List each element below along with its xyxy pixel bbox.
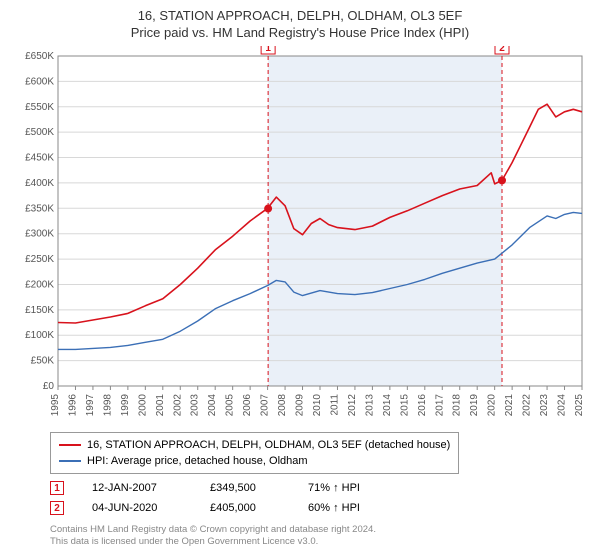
svg-text:2021: 2021 [504, 394, 515, 417]
svg-text:£650K: £650K [25, 51, 54, 62]
legend-swatch [59, 460, 81, 462]
svg-text:2022: 2022 [522, 394, 533, 417]
svg-text:2008: 2008 [277, 394, 288, 417]
svg-text:2025: 2025 [574, 394, 585, 417]
svg-text:2024: 2024 [557, 394, 568, 417]
svg-text:£0: £0 [43, 381, 55, 392]
marker-date: 04-JUN-2020 [92, 502, 182, 514]
svg-text:2006: 2006 [242, 394, 253, 417]
svg-text:2020: 2020 [487, 394, 498, 417]
title-block: 16, STATION APPROACH, DELPH, OLDHAM, OL3… [10, 8, 590, 40]
svg-text:2004: 2004 [207, 394, 218, 417]
svg-text:£600K: £600K [25, 76, 54, 87]
legend-swatch [59, 444, 81, 446]
chart-container: 16, STATION APPROACH, DELPH, OLDHAM, OL3… [0, 0, 600, 560]
marker-table: 1 12-JAN-2007 £349,500 71% ↑ HPI 2 04-JUN-202… [50, 478, 590, 518]
svg-text:2015: 2015 [399, 394, 410, 417]
svg-text:2009: 2009 [295, 394, 306, 417]
svg-text:1996: 1996 [67, 394, 78, 417]
line-chart-svg: £0 £50K £100K £150K £200K £250K £300K £350K £400… [10, 46, 590, 426]
legend-row: HPI: Average price, detached house, Oldh… [59, 453, 450, 469]
svg-text:2016: 2016 [417, 394, 428, 417]
svg-text:£500K: £500K [25, 127, 54, 138]
svg-text:1997: 1997 [85, 394, 96, 417]
svg-text:1995: 1995 [50, 394, 61, 417]
svg-text:2017: 2017 [434, 394, 445, 417]
marker-id-box: 2 [50, 501, 64, 515]
svg-text:2014: 2014 [382, 394, 393, 417]
marker-price: £405,000 [210, 502, 280, 514]
footer-line-1: Contains HM Land Registry data © Crown c… [50, 524, 590, 536]
legend-label: HPI: Average price, detached house, Oldh… [87, 455, 308, 467]
svg-text:2012: 2012 [347, 394, 358, 417]
svg-text:2010: 2010 [312, 394, 323, 417]
svg-text:2018: 2018 [452, 394, 463, 417]
chart-area: £0 £50K £100K £150K £200K £250K £300K £350K £400… [10, 46, 590, 426]
svg-text:£100K: £100K [25, 330, 54, 341]
svg-text:2002: 2002 [172, 394, 183, 417]
svg-text:2005: 2005 [225, 394, 236, 417]
svg-text:2000: 2000 [137, 394, 148, 417]
svg-text:£300K: £300K [25, 229, 54, 240]
marker-id-box: 1 [50, 481, 64, 495]
marker-price: £349,500 [210, 482, 280, 494]
svg-text:1999: 1999 [120, 394, 131, 417]
marker-hpi: 71% ↑ HPI [308, 482, 360, 494]
legend-row: 16, STATION APPROACH, DELPH, OLDHAM, OL3… [59, 437, 450, 453]
svg-text:2001: 2001 [155, 394, 166, 417]
marker-row: 2 04-JUN-2020 £405,000 60% ↑ HPI [50, 498, 590, 518]
svg-text:£400K: £400K [25, 178, 54, 189]
svg-text:2: 2 [499, 46, 505, 54]
svg-text:2011: 2011 [329, 394, 340, 416]
svg-text:2007: 2007 [260, 394, 271, 417]
title-primary: 16, STATION APPROACH, DELPH, OLDHAM, OL3… [10, 8, 590, 23]
svg-text:£350K: £350K [25, 203, 54, 214]
svg-text:1998: 1998 [102, 394, 113, 417]
footer-line-2: This data is licensed under the Open Gov… [50, 536, 590, 548]
svg-text:£250K: £250K [25, 254, 54, 265]
title-secondary: Price paid vs. HM Land Registry's House … [10, 25, 590, 40]
svg-text:£550K: £550K [25, 102, 54, 113]
svg-text:2003: 2003 [190, 394, 201, 417]
footer-attribution: Contains HM Land Registry data © Crown c… [50, 524, 590, 549]
svg-text:£450K: £450K [25, 153, 54, 164]
svg-text:2019: 2019 [469, 394, 480, 417]
legend-label: 16, STATION APPROACH, DELPH, OLDHAM, OL3… [87, 439, 450, 451]
svg-text:2013: 2013 [364, 394, 375, 417]
marker-date: 12-JAN-2007 [92, 482, 182, 494]
svg-text:£200K: £200K [25, 279, 54, 290]
svg-text:£150K: £150K [25, 305, 54, 316]
marker-hpi: 60% ↑ HPI [308, 502, 360, 514]
svg-text:1: 1 [265, 46, 271, 54]
svg-text:2023: 2023 [539, 394, 550, 417]
svg-text:£50K: £50K [31, 356, 55, 367]
marker-row: 1 12-JAN-2007 £349,500 71% ↑ HPI [50, 478, 590, 498]
legend: 16, STATION APPROACH, DELPH, OLDHAM, OL3… [50, 432, 459, 474]
